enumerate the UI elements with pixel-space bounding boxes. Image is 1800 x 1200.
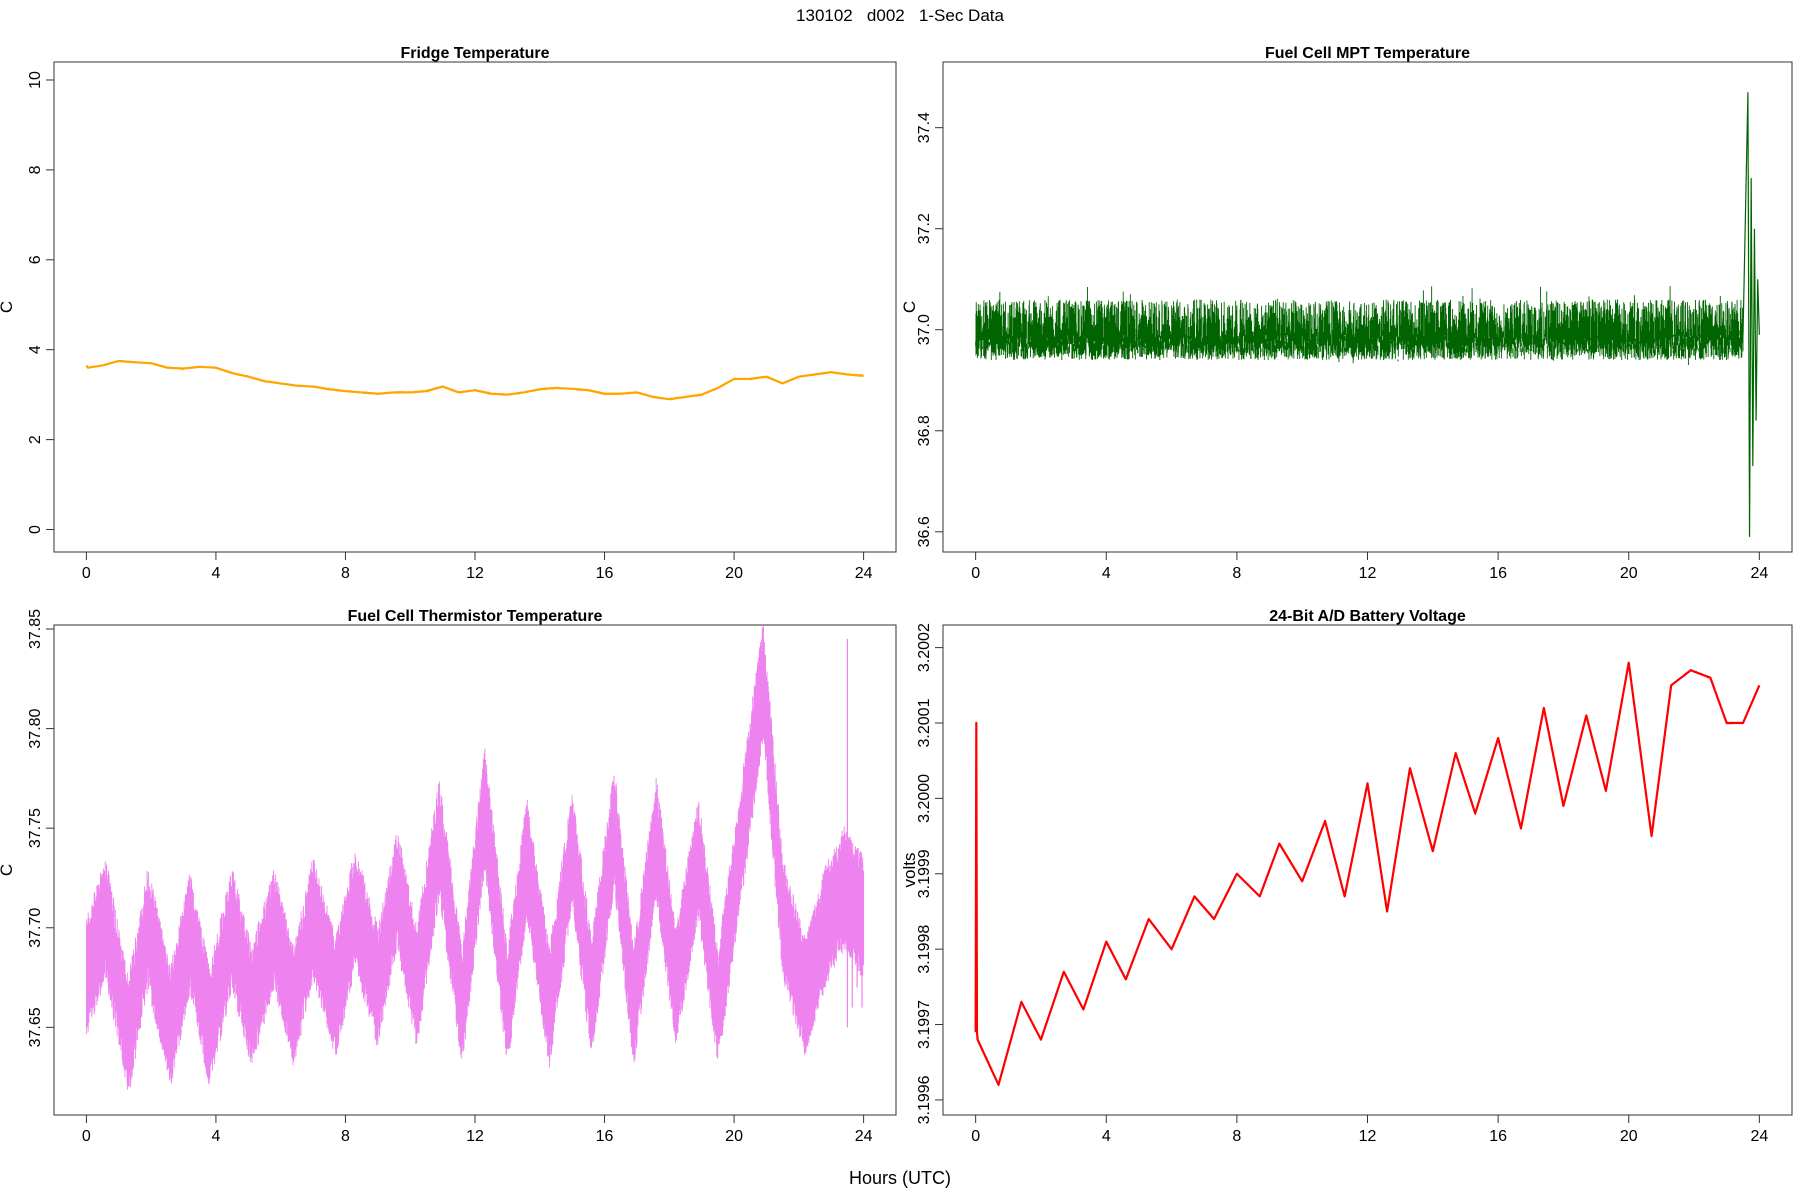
x-tick-label: 4 [1102, 1128, 1111, 1145]
x-tick-label: 12 [466, 565, 484, 582]
x-tick-label: 12 [1359, 1128, 1377, 1145]
y-axis-label: C [900, 301, 919, 313]
x-tick-label: 20 [725, 1128, 743, 1145]
y-tick-label: 3.1997 [916, 1000, 933, 1049]
x-tick-label: 0 [971, 1128, 980, 1145]
y-tick-label: 36.6 [916, 516, 933, 547]
y-tick-label: 37.85 [27, 609, 44, 649]
chart-title: Fuel Cell Thermistor Temperature [348, 608, 603, 625]
page-title: 130102 d002 1-Sec Data [796, 6, 1004, 25]
x-tick-label: 24 [1750, 1128, 1768, 1145]
chart-title: 24-Bit A/D Battery Voltage [1269, 608, 1466, 625]
series-spikes [1742, 92, 1760, 537]
y-axis-label: C [0, 301, 16, 313]
chart-panel-3: Fuel Cell Thermistor Temperature C 0 4 8 12 16… [0, 608, 897, 1145]
x-tick-label: 8 [341, 1128, 350, 1145]
plot-frame [942, 624, 1793, 1116]
series-group [85, 359, 864, 401]
x-tick-label: 16 [1489, 565, 1507, 582]
y-tick-label: 2 [27, 435, 44, 444]
x-tick-label: 24 [855, 1128, 873, 1145]
x-tick-label: 0 [971, 565, 980, 582]
y-tick-label: 3.2000 [916, 774, 933, 823]
x-tick-label: 12 [1359, 565, 1377, 582]
page-x-axis-label: Hours (UTC) [849, 1168, 951, 1188]
x-tick-label: 12 [466, 1128, 484, 1145]
y-tick-label: 37.2 [916, 213, 933, 244]
x-tick-label: 24 [1750, 565, 1768, 582]
plot-frame [942, 61, 1793, 553]
y-tick-label: 6 [27, 255, 44, 264]
series-noise [977, 663, 1760, 1087]
chart-panel-2: Fuel Cell MPT Temperature C 0 4 8 12 16 20 24 36.… [900, 45, 1793, 582]
series-line [974, 661, 1761, 1086]
y-tick-label: 37.0 [916, 314, 933, 345]
y-tick-label: 3.2001 [916, 698, 933, 747]
y-tick-label: 8 [27, 165, 44, 174]
series-line [975, 286, 1744, 365]
series-group [975, 92, 1760, 537]
x-tick-label: 16 [596, 1128, 614, 1145]
x-tick-label: 8 [1232, 565, 1241, 582]
x-tick-label: 20 [725, 565, 743, 582]
x-tick-label: 24 [855, 565, 873, 582]
chart-title: Fridge Temperature [400, 45, 549, 62]
y-tick-label: 37.80 [27, 708, 44, 748]
y-tick-label: 0 [27, 525, 44, 534]
x-tick-label: 20 [1620, 565, 1638, 582]
x-tick-label: 20 [1620, 1128, 1638, 1145]
y-tick-label: 37.70 [27, 908, 44, 948]
plot-frame [53, 61, 897, 553]
x-tick-label: 0 [82, 565, 91, 582]
series-line [85, 625, 865, 1090]
x-tick-label: 8 [341, 565, 350, 582]
chart-panel-1: Fridge TemperatureC048121620240246810 [0, 45, 897, 582]
chart-panel-4: 24-Bit A/D Battery Voltage volts 0 4 8 12 16 20… [900, 608, 1793, 1145]
y-axis-label: volts [900, 853, 919, 888]
chart-title: Fuel Cell MPT Temperature [1265, 45, 1470, 62]
x-tick-label: 16 [1489, 1128, 1507, 1145]
x-tick-label: 4 [211, 1128, 220, 1145]
y-tick-label: 37.65 [27, 1007, 44, 1047]
series-noise [118, 359, 864, 401]
series-group [85, 625, 865, 1090]
x-tick-label: 4 [1102, 565, 1111, 582]
y-axis-label: C [0, 864, 16, 876]
x-tick-label: 0 [82, 1128, 91, 1145]
y-tick-label: 37.75 [27, 808, 44, 848]
y-tick-label: 36.8 [916, 415, 933, 446]
x-tick-label: 16 [596, 565, 614, 582]
y-tick-label: 3.1998 [916, 925, 933, 974]
y-tick-label: 4 [27, 345, 44, 354]
series-end-spikes [846, 638, 863, 1028]
y-tick-label: 3.1996 [916, 1075, 933, 1124]
y-tick-label: 3.1999 [916, 849, 933, 898]
y-tick-label: 10 [27, 71, 44, 89]
x-tick-label: 8 [1232, 1128, 1241, 1145]
y-tick-label: 3.2002 [916, 623, 933, 672]
y-tick-label: 37.4 [916, 112, 933, 143]
x-tick-label: 4 [211, 565, 220, 582]
series-group [974, 661, 1761, 1087]
